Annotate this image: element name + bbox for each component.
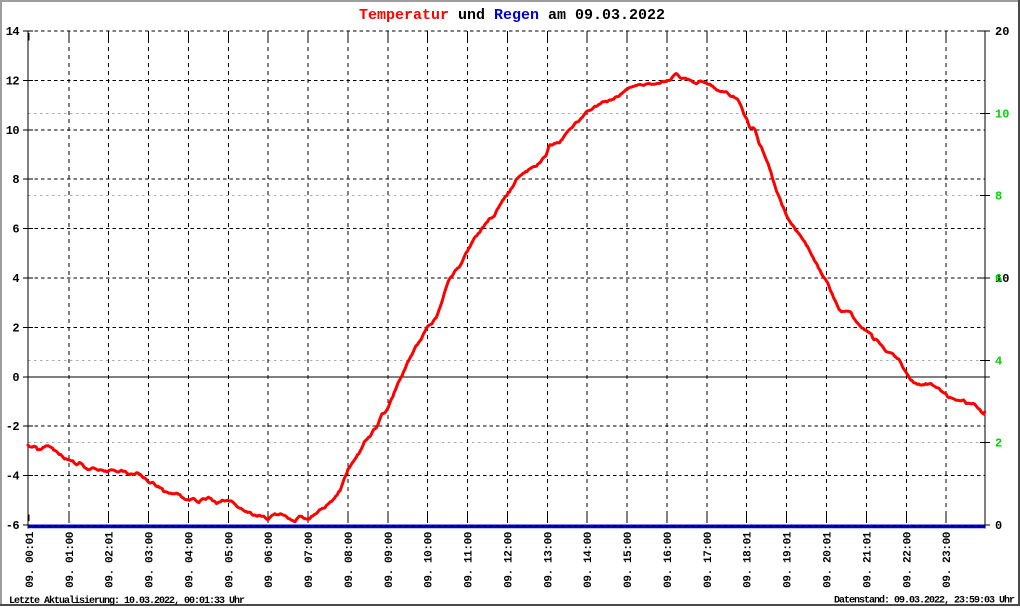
svg-text:8: 8	[12, 173, 19, 187]
svg-text:10: 10	[995, 272, 1009, 286]
svg-text:4: 4	[12, 272, 19, 286]
svg-text:09. 08:00: 09. 08:00	[344, 532, 356, 588]
svg-text:Letzte Aktualisierung: 10.03.2: Letzte Aktualisierung: 10.03.2022, 00:01…	[9, 595, 245, 606]
svg-text:09. 22:00: 09. 22:00	[902, 532, 914, 588]
svg-text:0: 0	[995, 519, 1002, 533]
svg-text:Datenstand: 09.03.2022, 23:59:: Datenstand: 09.03.2022, 23:59:03 Uhr	[834, 595, 1015, 607]
svg-text:09. 10:00: 09. 10:00	[424, 532, 436, 588]
svg-text:09. 14:00: 09. 14:00	[583, 532, 595, 588]
svg-text:09. 17:00: 09. 17:00	[703, 532, 715, 588]
svg-text:Regen: Regen	[494, 7, 539, 24]
svg-text:09. 02:01: 09. 02:01	[105, 531, 117, 588]
svg-text:09. 07:00: 09. 07:00	[304, 532, 316, 588]
svg-text:09. 03:00: 09. 03:00	[145, 532, 157, 588]
svg-text:09. 23:00: 09. 23:00	[942, 532, 954, 588]
svg-text:09. 15:00: 09. 15:00	[623, 532, 635, 588]
svg-text:09. 13:00: 09. 13:00	[543, 532, 555, 588]
svg-text:09. 21:01: 09. 21:01	[862, 531, 874, 588]
svg-text:09. 19:01: 09. 19:01	[783, 531, 795, 588]
svg-text:10: 10	[6, 124, 20, 138]
svg-text:8: 8	[995, 190, 1002, 204]
svg-text:09. 11:00: 09. 11:00	[464, 532, 476, 588]
svg-text:14: 14	[6, 25, 20, 39]
svg-text:09. 16:00: 09. 16:00	[663, 532, 675, 588]
svg-text:-2: -2	[6, 420, 20, 434]
svg-text:09. 05:00: 09. 05:00	[224, 532, 236, 588]
svg-text:20: 20	[995, 25, 1009, 39]
svg-text:10: 10	[995, 107, 1009, 121]
svg-text:09. 20:01: 09. 20:01	[823, 531, 835, 588]
svg-text:2: 2	[12, 321, 19, 335]
svg-text:09. 06:00: 09. 06:00	[264, 532, 276, 588]
svg-text:09. 09:00: 09. 09:00	[384, 532, 396, 588]
svg-text:-4: -4	[6, 470, 20, 484]
svg-text:Temperatur: Temperatur	[359, 7, 449, 24]
svg-text:2: 2	[995, 437, 1002, 451]
svg-text:6: 6	[995, 272, 1002, 286]
svg-text:4: 4	[995, 354, 1002, 368]
svg-text:09. 04:00: 09. 04:00	[184, 532, 196, 588]
svg-text:09. 01:00: 09. 01:00	[65, 532, 77, 588]
svg-text:12: 12	[6, 74, 20, 88]
svg-text:-6: -6	[6, 519, 20, 533]
svg-text:und: und	[458, 7, 485, 24]
svg-text:09. 18:01: 09. 18:01	[743, 531, 755, 588]
svg-text:09. 00:01: 09. 00:01	[25, 531, 37, 588]
svg-text:am 09.03.2022: am 09.03.2022	[548, 7, 665, 24]
svg-text:6: 6	[12, 223, 19, 237]
svg-text:09. 12:00: 09. 12:00	[504, 532, 516, 588]
svg-text:0: 0	[12, 371, 19, 385]
